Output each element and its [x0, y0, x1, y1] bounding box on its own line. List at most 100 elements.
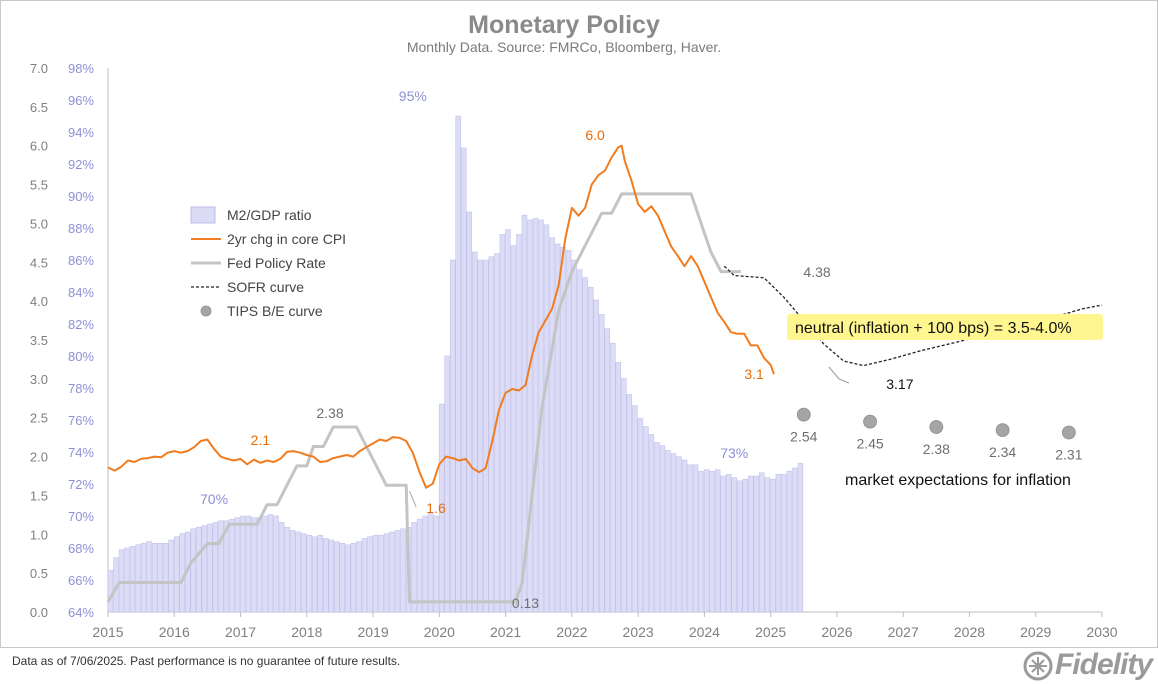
sofr-leader-line	[828, 366, 850, 384]
tips-be-label: 2.45	[856, 436, 883, 452]
m2-gdp-data-label: 95%	[399, 88, 427, 104]
m2-gdp-bar	[516, 234, 522, 613]
x-axis-tick: 2029	[1020, 624, 1051, 640]
m2-gdp-bar	[483, 259, 489, 613]
m2-gdp-bar	[681, 459, 688, 613]
ratio-axis-tick: 70%	[68, 509, 94, 524]
left-axis-tick: 0.0	[30, 605, 48, 620]
tips-be-label: 2.38	[923, 441, 950, 457]
tips-be-point	[995, 423, 1010, 438]
m2-gdp-bar	[797, 462, 804, 613]
left-axis-tick: 5.0	[30, 216, 48, 231]
m2-gdp-bar	[345, 544, 351, 613]
ratio-axis-tick: 68%	[68, 541, 94, 556]
m2-gdp-bar	[306, 534, 312, 613]
m2-gdp-bar	[190, 528, 196, 613]
x-axis-tick: 2030	[1086, 624, 1117, 640]
m2-gdp-bar	[118, 549, 125, 613]
m2-gdp-bar	[311, 536, 318, 613]
m2-gdp-bar	[648, 434, 655, 613]
m2-gdp-bar	[532, 218, 539, 613]
m2-gdp-bar	[565, 250, 572, 613]
tips-be-label: 2.31	[1055, 446, 1082, 462]
ratio-axis-tick: 94%	[68, 125, 94, 140]
m2-gdp-data-label: 73%	[720, 445, 748, 461]
m2-gdp-bar	[599, 314, 605, 613]
left-axis-tick: 4.0	[30, 294, 48, 309]
legend-swatch-m2-gdp	[190, 206, 216, 224]
tips-be-point	[929, 420, 944, 434]
fed-rate-data-label: 4.38	[803, 264, 830, 280]
m2-gdp-bar	[240, 515, 246, 613]
m2-gdp-bar	[499, 234, 506, 613]
m2-gdp-bar	[162, 542, 169, 613]
ratio-axis-tick: 80%	[68, 349, 94, 364]
m2-gdp-bar	[378, 534, 384, 613]
m2-gdp-bar	[709, 470, 715, 613]
m2-gdp-bar	[444, 355, 450, 613]
m2-gdp-bar	[615, 362, 622, 613]
ratio-axis-tick: 64%	[68, 605, 94, 620]
m2-gdp-data-label: 70%	[200, 491, 228, 507]
x-axis-tick: 2023	[623, 624, 654, 640]
m2-gdp-bar	[676, 456, 682, 613]
neutral-annotation: neutral (inflation + 100 bps) = 3.5-4.0%	[795, 320, 1072, 337]
m2-gdp-bar	[587, 286, 594, 613]
cpi-leader-line	[409, 490, 417, 508]
x-axis-tick: 2025	[755, 624, 786, 640]
core-cpi-line	[107, 144, 775, 489]
left-axis-tick: 0.5	[30, 566, 48, 581]
m2-gdp-bar	[781, 474, 787, 613]
m2-gdp-bar	[361, 538, 368, 613]
m2-gdp-bar	[168, 539, 174, 613]
m2-gdp-bar	[770, 478, 776, 613]
m2-gdp-bar	[632, 405, 638, 613]
m2-gdp-bar	[201, 525, 208, 613]
m2-gdp-bar	[173, 536, 180, 613]
left-axis-tick: 7.0	[30, 61, 48, 76]
m2-gdp-bar	[124, 547, 130, 613]
neutral-highlight	[787, 314, 1103, 340]
m2-gdp-bar	[775, 474, 782, 613]
m2-gdp-bar	[218, 520, 224, 613]
m2-gdp-bar	[416, 518, 423, 613]
m2-gdp-bar	[593, 299, 599, 613]
m2-gdp-bar	[328, 539, 334, 613]
m2-gdp-bar	[394, 530, 401, 613]
m2-gdp-bar	[449, 259, 456, 613]
m2-gdp-bar	[764, 477, 771, 613]
fed-rate-data-label: 2.38	[316, 405, 343, 421]
m2-gdp-bar	[753, 475, 760, 613]
m2-gdp-bar	[742, 478, 748, 613]
tips-be-label: 2.34	[989, 444, 1016, 460]
m2-gdp-bar	[554, 243, 561, 613]
ratio-axis-tick: 74%	[68, 445, 94, 460]
m2-gdp-bar	[196, 526, 202, 613]
m2-gdp-bar	[229, 518, 235, 613]
m2-gdp-bar	[786, 470, 793, 613]
m2-gdp-bar	[720, 475, 726, 613]
core-cpi-data-label: 6.0	[585, 127, 605, 143]
legend-label: SOFR curve	[227, 279, 304, 295]
m2-gdp-bar	[129, 546, 136, 613]
x-axis-tick: 2019	[357, 624, 388, 640]
left-axis-tick: 1.5	[30, 488, 48, 503]
m2-gdp-bar	[582, 277, 588, 613]
core-cpi-data-label: 3.1	[744, 366, 764, 382]
x-axis-tick: 2017	[225, 624, 256, 640]
legend-label: M2/GDP ratio	[227, 207, 312, 223]
m2-gdp-bar	[433, 515, 439, 613]
m2-gdp-bar	[140, 542, 147, 613]
sofr-data-label: 3.17	[886, 376, 913, 392]
m2-gdp-bar	[670, 453, 677, 613]
m2-gdp-bar	[703, 469, 710, 613]
market-expectations-annotation: market expectations for inflation	[845, 472, 1071, 489]
fidelity-logo-text: Fidelity	[1054, 648, 1153, 681]
m2-gdp-bar	[759, 472, 765, 613]
m2-gdp-bar	[725, 474, 732, 613]
m2-gdp-bar	[665, 450, 671, 613]
fidelity-logo-icon	[1023, 651, 1053, 681]
left-axis-tick: 5.5	[30, 178, 48, 193]
m2-gdp-bar	[521, 214, 528, 613]
left-axis-tick: 1.0	[30, 527, 48, 542]
